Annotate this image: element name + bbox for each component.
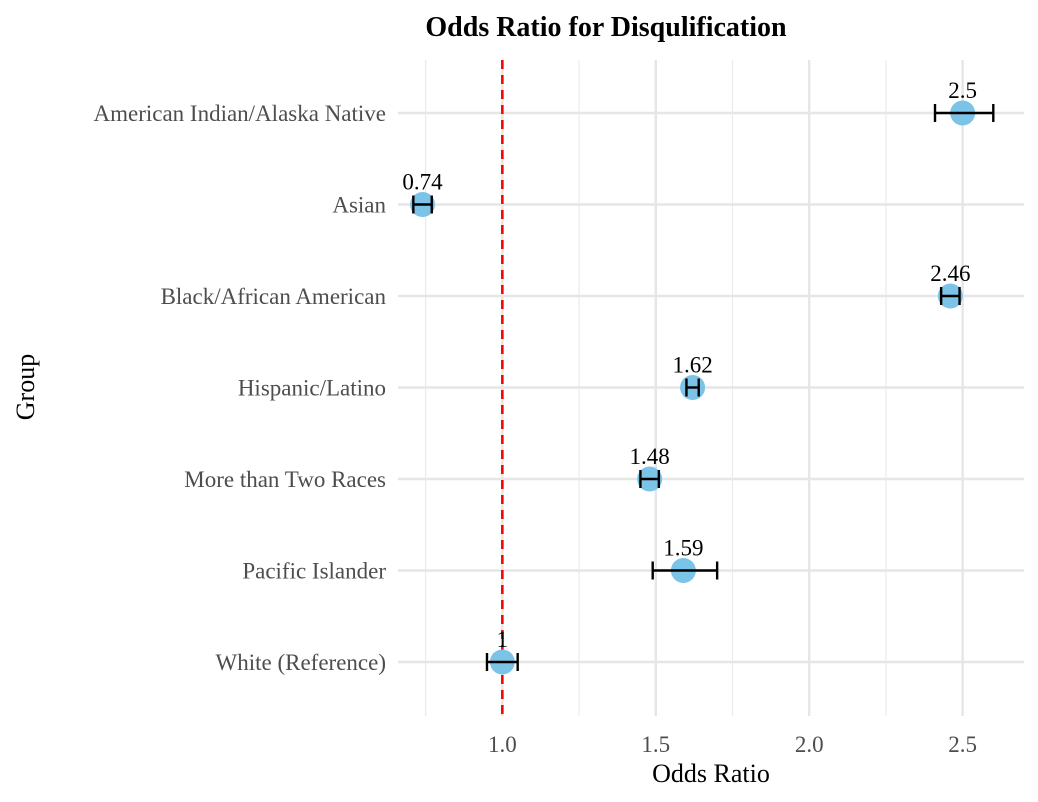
- y-tick-label: Hispanic/Latino: [238, 376, 386, 401]
- error-bar: [933, 104, 995, 122]
- marks-layer: [410, 100, 995, 675]
- x-tick-label: 2.0: [795, 732, 824, 757]
- error-bar: [685, 378, 700, 397]
- x-axis-title: Odds Ratio: [652, 759, 770, 788]
- data-label: 0.74: [402, 170, 443, 195]
- error-bar: [639, 470, 661, 488]
- data-label: 2.5: [948, 78, 977, 103]
- y-tick-label: Black/African American: [161, 284, 387, 309]
- error-bar: [412, 195, 433, 214]
- y-axis-title: Group: [11, 354, 40, 420]
- data-label: 1.62: [672, 353, 712, 378]
- y-tick-label: More than Two Races: [184, 467, 386, 492]
- x-tick-label: 1.0: [488, 732, 517, 757]
- error-bar: [939, 287, 961, 305]
- x-tick-label: 1.5: [641, 732, 670, 757]
- y-tick-label: Asian: [332, 193, 386, 218]
- data-label: 1.48: [630, 444, 670, 469]
- y-tick-label: Pacific Islander: [242, 559, 386, 584]
- data-label: 1.59: [663, 536, 703, 561]
- chart-title: Odds Ratio for Disqulification: [425, 12, 787, 43]
- y-tick-label: American Indian/Alaska Native: [94, 101, 387, 126]
- error-bar: [651, 561, 719, 580]
- error-bar: [485, 653, 519, 671]
- data-label: 2.46: [930, 261, 970, 286]
- text-layer: 1.0 1.5 2.0 2.5 American Indian/Alaska Nativ…: [94, 78, 978, 757]
- data-label: 1: [497, 627, 509, 652]
- y-tick-label: White (Reference): [216, 650, 386, 675]
- grid-layer: [398, 60, 1024, 716]
- x-tick-label: 2.5: [948, 732, 977, 757]
